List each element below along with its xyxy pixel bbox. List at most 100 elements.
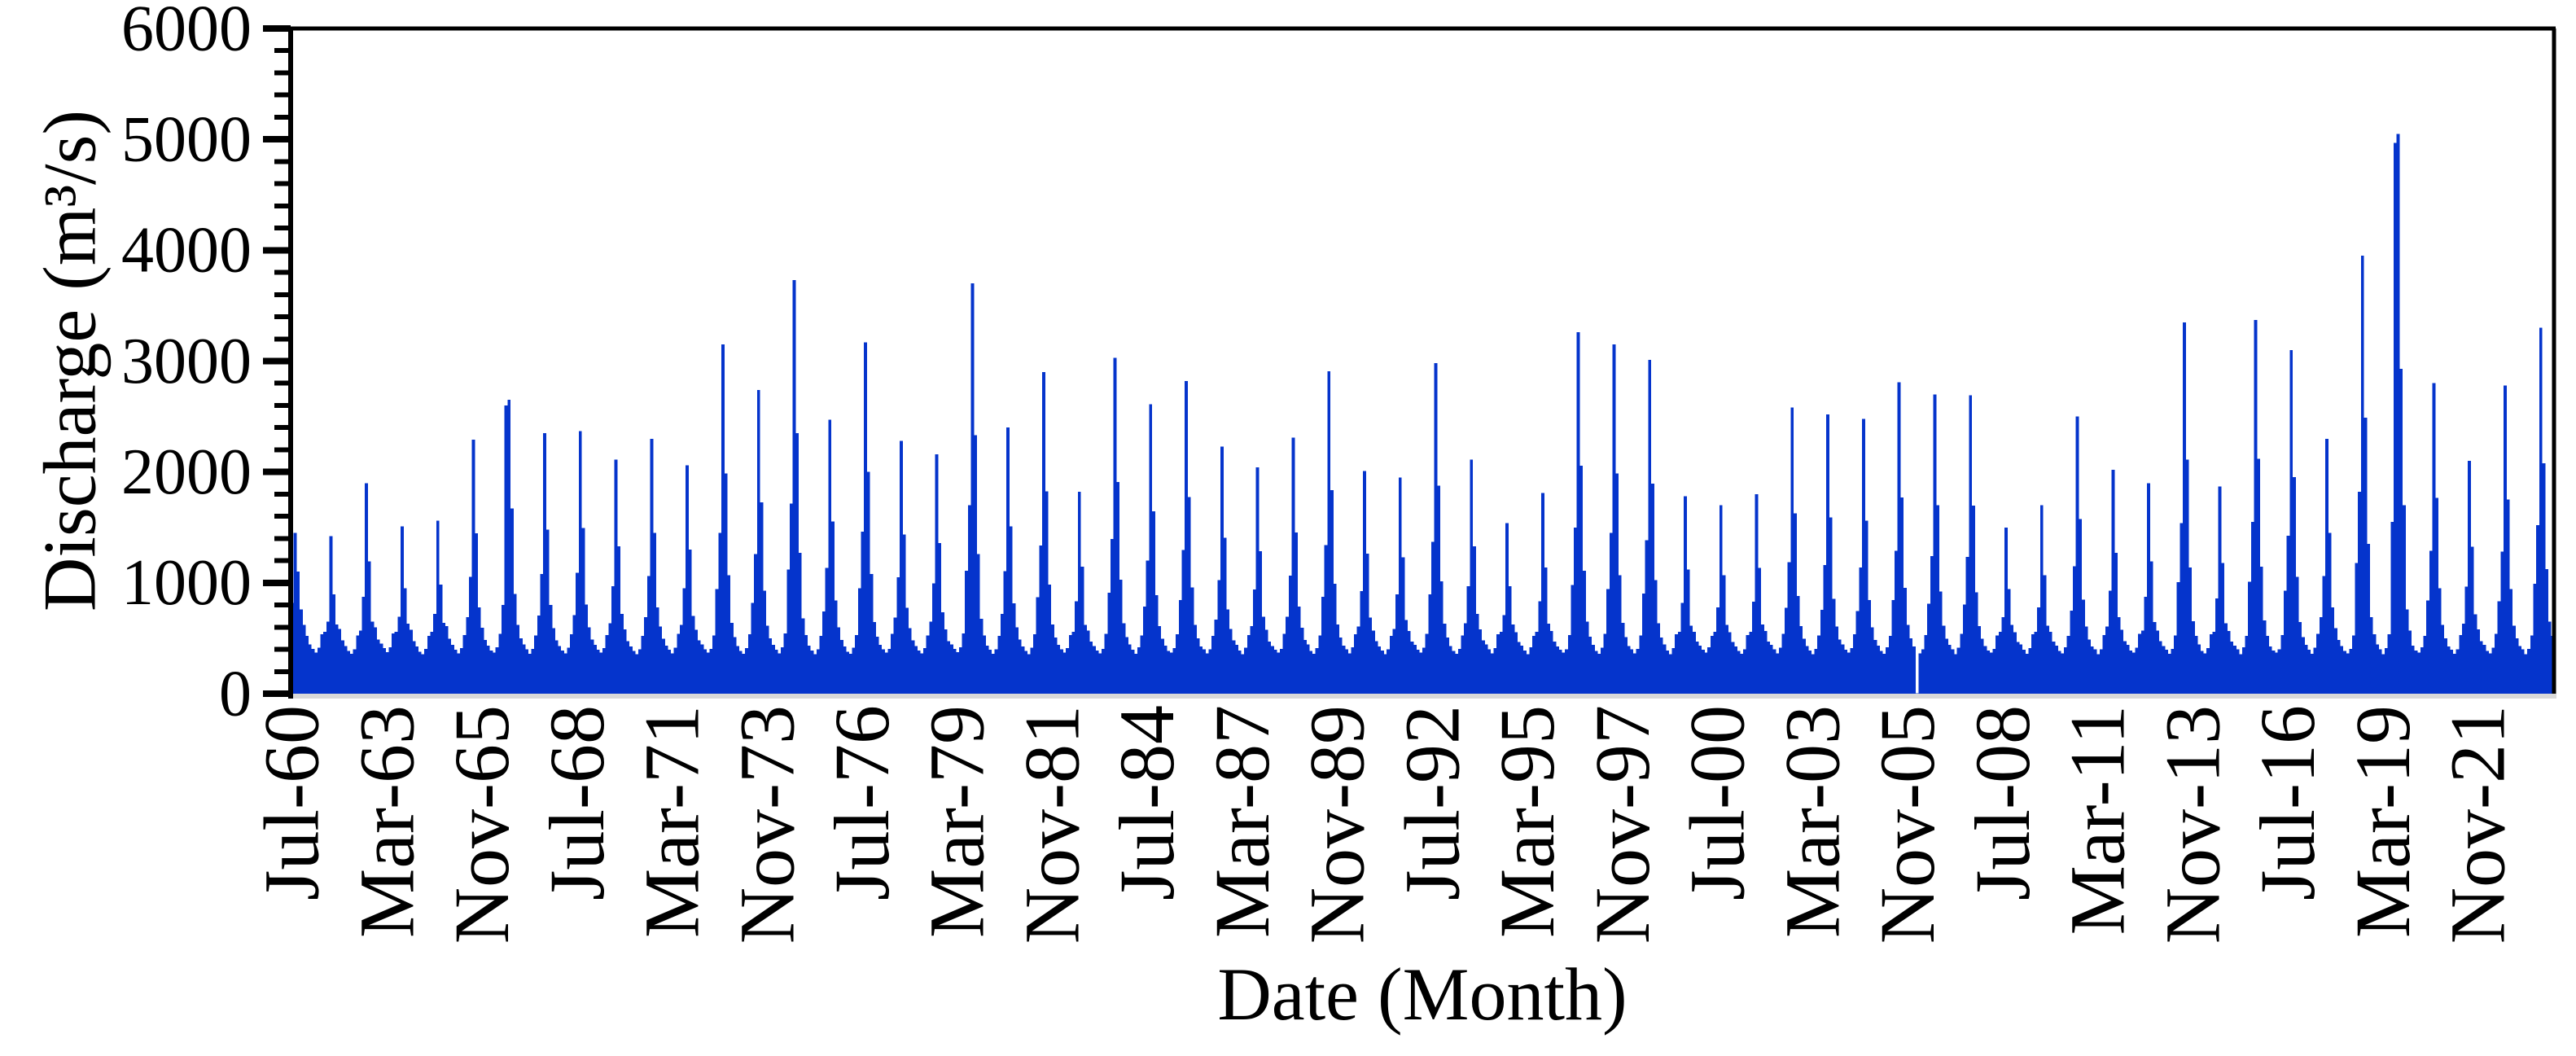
bar <box>356 635 360 694</box>
bar <box>855 634 859 694</box>
bar <box>2257 458 2261 694</box>
x-tick-label: Nov-81 <box>1008 705 1095 944</box>
bar <box>635 654 639 694</box>
bar <box>1211 636 1215 694</box>
bar <box>700 644 704 694</box>
bar <box>816 649 820 694</box>
bar <box>1998 631 2002 694</box>
bar <box>953 648 957 694</box>
bar <box>338 629 342 694</box>
y-tick-label: 1000 <box>121 547 252 619</box>
bar <box>516 624 520 694</box>
bar <box>1253 589 1256 694</box>
bar <box>1855 611 1860 694</box>
bar <box>650 438 654 694</box>
bar <box>1113 357 1117 694</box>
bar <box>2304 645 2308 694</box>
bar <box>1531 636 1536 694</box>
bar <box>2239 654 2243 694</box>
bar <box>1621 622 1625 694</box>
bar <box>1645 540 1649 694</box>
bar <box>1900 497 1904 694</box>
bar <box>1794 513 1797 694</box>
bar <box>712 635 716 694</box>
bar <box>1980 638 1984 694</box>
bar <box>763 590 766 694</box>
bar <box>1012 603 1016 694</box>
bar <box>2402 505 2406 694</box>
bar <box>2322 576 2326 694</box>
bar <box>374 627 377 694</box>
bar <box>911 640 915 694</box>
bar <box>1832 598 1836 694</box>
bar <box>1259 551 1263 694</box>
bar <box>2079 519 2083 694</box>
bar <box>349 653 353 694</box>
bar <box>1772 649 1776 694</box>
bar <box>2241 646 2245 694</box>
bar <box>2019 644 2023 694</box>
bar <box>2372 634 2377 694</box>
bar <box>554 640 559 694</box>
bar <box>1487 649 1492 694</box>
bar <box>2004 527 2008 694</box>
bar <box>742 653 746 694</box>
bar <box>1199 646 1203 694</box>
bar <box>1701 650 1705 694</box>
bar <box>828 419 832 694</box>
bar <box>370 621 375 694</box>
bar <box>1767 642 1771 694</box>
bar <box>1823 565 1827 694</box>
bar <box>1194 624 1197 694</box>
bar <box>358 630 362 694</box>
bar <box>1731 642 1735 694</box>
bar <box>1758 567 1762 694</box>
bar <box>2200 651 2204 694</box>
bar <box>293 532 297 694</box>
bar <box>379 643 383 694</box>
bar <box>1475 613 1479 694</box>
bar <box>2167 653 2171 694</box>
bar <box>2405 609 2409 694</box>
bar <box>1615 473 1619 694</box>
bar <box>1187 497 1191 694</box>
bar <box>1829 517 1833 694</box>
bar <box>1027 654 1031 694</box>
bar <box>502 605 505 694</box>
bar <box>2272 650 2276 694</box>
bar <box>2438 588 2442 694</box>
bar <box>837 627 841 694</box>
bar <box>1160 638 1164 694</box>
bar <box>466 617 470 694</box>
bar <box>1365 553 1369 694</box>
bar <box>489 650 493 694</box>
bar <box>902 534 906 694</box>
bar <box>2533 584 2537 694</box>
bar <box>590 639 594 694</box>
bar <box>302 624 306 694</box>
bar <box>1734 646 1737 694</box>
bar <box>1490 653 1494 694</box>
bar <box>2435 497 2438 694</box>
bar <box>1250 625 1254 694</box>
bar <box>507 400 511 694</box>
bar <box>2197 644 2201 694</box>
bar <box>2369 617 2373 694</box>
bar <box>311 648 315 694</box>
bar <box>299 609 303 694</box>
bar <box>1716 607 1720 694</box>
bar <box>2138 633 2142 694</box>
bar <box>935 454 939 694</box>
bar <box>721 344 725 694</box>
x-tick-label: Jul-68 <box>533 705 620 900</box>
bar <box>857 588 861 694</box>
y-tick-label: 2000 <box>121 436 252 508</box>
bar <box>979 619 984 694</box>
bar <box>994 649 998 694</box>
bar <box>1244 647 1247 694</box>
bar <box>780 646 784 694</box>
bar <box>1641 593 1645 694</box>
bar <box>1853 634 1856 694</box>
bar <box>1707 646 1711 694</box>
bar <box>2396 134 2400 695</box>
